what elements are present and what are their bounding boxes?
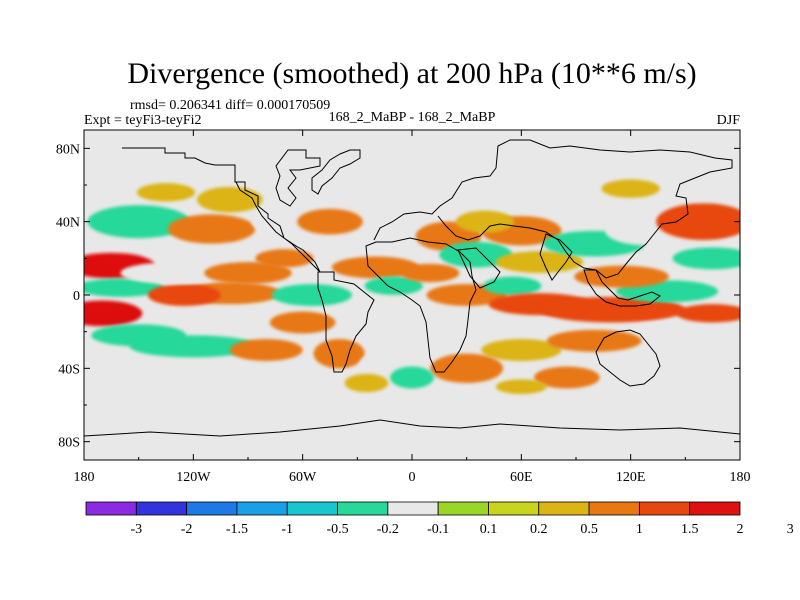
field-blob-45 bbox=[390, 366, 434, 389]
coastline-africa bbox=[365, 237, 477, 373]
colorbar-label-9: 0.5 bbox=[580, 522, 598, 537]
coastline-arctic-canada bbox=[275, 149, 321, 207]
x-tick-label-4: 60E bbox=[510, 470, 533, 485]
field-blob-11 bbox=[196, 186, 263, 213]
y-tick-label-0: 80N bbox=[56, 142, 80, 157]
coastline-australia bbox=[595, 329, 661, 387]
coastline-arabia bbox=[457, 247, 501, 289]
colorbar-swatch-8 bbox=[488, 501, 540, 516]
x-tick-label-1: 120W bbox=[176, 470, 211, 485]
colorbar-swatch-9 bbox=[538, 501, 590, 516]
field-blob-9 bbox=[87, 205, 190, 239]
colorbar-label-13: 3 bbox=[787, 522, 794, 537]
field-blob-17 bbox=[269, 311, 336, 334]
field-blob-7 bbox=[120, 262, 230, 284]
colorbar-swatch-6 bbox=[387, 501, 439, 516]
field-blob-39 bbox=[672, 247, 740, 270]
colorbar-swatch-5 bbox=[337, 501, 389, 516]
x-tick-label-2: 60W bbox=[289, 470, 317, 485]
y-tick-label-4: 80S bbox=[58, 436, 80, 451]
field-blob-4 bbox=[84, 278, 165, 297]
field-blob-19 bbox=[313, 339, 365, 369]
field-blob-28 bbox=[401, 263, 460, 283]
field-blob-6 bbox=[147, 284, 221, 306]
field-blob-14 bbox=[297, 208, 363, 235]
colorbar-swatch-2 bbox=[186, 501, 238, 516]
colorbar-swatch-10 bbox=[588, 501, 640, 516]
y-tick-label-1: 40N bbox=[56, 216, 80, 231]
field-blob-25 bbox=[439, 241, 513, 268]
coastline-india bbox=[539, 233, 573, 281]
coastline-north-america bbox=[122, 147, 321, 273]
colorbar-label-3: -1 bbox=[281, 522, 293, 537]
season-label: DJF bbox=[717, 113, 741, 128]
field-blob-12 bbox=[136, 183, 196, 202]
colorbar-swatch-1 bbox=[135, 501, 188, 516]
field-blob-16 bbox=[271, 284, 352, 306]
field-blob-27 bbox=[455, 210, 515, 233]
colorbar-swatch-0 bbox=[85, 501, 137, 516]
colorbar-label-4: -0.5 bbox=[326, 522, 348, 537]
field-blob-46 bbox=[534, 366, 600, 389]
coastline-eurasia bbox=[373, 139, 733, 279]
colorbar-label-1: -2 bbox=[181, 522, 193, 537]
y-axis: 80N 40N 0 40S 80S bbox=[56, 142, 740, 451]
field-blob-30 bbox=[483, 276, 542, 296]
case-label: 168_2_MaBP - 168_2_MaBP bbox=[329, 110, 496, 125]
colorbar-swatch-3 bbox=[236, 501, 288, 516]
field-blob-42 bbox=[481, 339, 562, 361]
colorbar-label-6: -0.1 bbox=[427, 522, 449, 537]
x-tick-label-0: 180 bbox=[74, 470, 95, 485]
x-tick-label-6: 180 bbox=[730, 470, 751, 485]
field-blob-50 bbox=[514, 168, 566, 184]
experiment-label: Expt = teyFi3-teyFi2 bbox=[84, 113, 202, 128]
x-tick-label-3: 0 bbox=[409, 470, 416, 485]
field-blob-49 bbox=[495, 379, 547, 394]
field-blob-47 bbox=[608, 361, 689, 383]
colorbar-label-7: 0.1 bbox=[480, 522, 498, 537]
x-tick-label-5: 120E bbox=[616, 470, 646, 485]
coastline-antarctica bbox=[84, 419, 740, 437]
y-tick-label-3: 40S bbox=[58, 362, 80, 377]
chart-title: Divergence (smoothed) at 200 hPa (10**6 … bbox=[127, 57, 696, 90]
colorbar-label-10: 1 bbox=[636, 522, 643, 537]
field-blob-1 bbox=[84, 300, 143, 327]
colorbar-swatch-4 bbox=[286, 501, 338, 516]
field-blob-8 bbox=[204, 262, 292, 284]
coastlines bbox=[84, 139, 740, 437]
colorbar-label-0: -3 bbox=[130, 522, 142, 537]
colorbar-label-11: 1.5 bbox=[681, 522, 699, 537]
field-blob-43 bbox=[546, 329, 642, 352]
colorbar-label-5: -0.2 bbox=[377, 522, 399, 537]
colorbar: -3 -2 -1.5 -1 -0.5 -0.2 -0.1 0.1 0.2 0.5 1 1.5 2 3 bbox=[85, 501, 794, 537]
colorbar-swatch-11 bbox=[638, 501, 691, 516]
field-blob-23 bbox=[364, 276, 423, 296]
field-blob-38 bbox=[656, 203, 740, 240]
field-blob-22 bbox=[331, 256, 420, 279]
field-blob-3 bbox=[129, 335, 258, 358]
field-blob-10 bbox=[167, 214, 256, 244]
field-blob-48 bbox=[167, 388, 219, 404]
y-tick-label-2: 0 bbox=[73, 289, 80, 304]
coastline-greenland bbox=[311, 149, 361, 195]
colorbar-label-2: -1.5 bbox=[226, 522, 248, 537]
colorbar-label-12: 2 bbox=[737, 522, 744, 537]
field-blob-18 bbox=[229, 339, 303, 361]
colorbar-label-8: 0.2 bbox=[530, 522, 548, 537]
x-axis: 180 120W 60W 0 60E 120E 180 bbox=[74, 130, 751, 485]
field-blob-44 bbox=[430, 353, 504, 384]
field-blob-15 bbox=[255, 249, 314, 268]
field-blob-40 bbox=[623, 320, 740, 343]
stats-line: rmsd= 0.206341 diff= 0.000170509 bbox=[130, 98, 330, 113]
colorbar-swatch-7 bbox=[437, 501, 489, 516]
coastline-south-america bbox=[317, 271, 375, 373]
divergence-field bbox=[84, 168, 740, 404]
field-blob-21 bbox=[344, 373, 389, 393]
field-blob-41 bbox=[676, 304, 740, 323]
field-blob-33 bbox=[539, 296, 686, 323]
coastline-southeast-asia bbox=[583, 269, 661, 307]
colorbar-swatch-12 bbox=[689, 501, 741, 516]
field-blob-51 bbox=[601, 179, 660, 198]
